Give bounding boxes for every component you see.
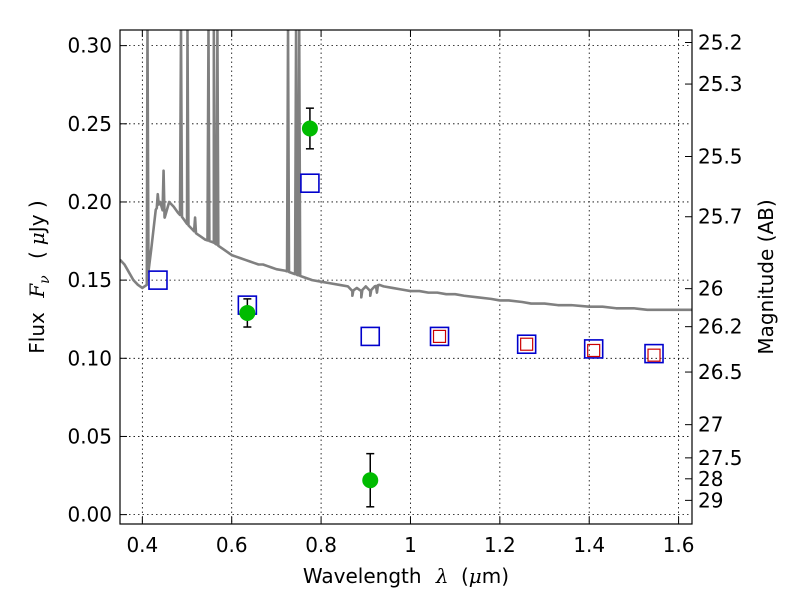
y-tick-label: 0.05 bbox=[67, 424, 112, 448]
magnitude-tick-label: 27.5 bbox=[698, 446, 743, 470]
observed-photometry bbox=[239, 107, 379, 508]
magnitude-tick-label: 25.2 bbox=[698, 31, 743, 55]
magnitude-tick-label: 25.3 bbox=[698, 72, 743, 96]
magnitude-tick-label: 26.5 bbox=[698, 360, 743, 384]
magnitude-tick-label: 26.2 bbox=[698, 315, 743, 339]
model-spectrum bbox=[120, 30, 692, 312]
magnitude-tick-label: 28 bbox=[698, 467, 723, 491]
observed-point bbox=[362, 472, 379, 489]
magnitude-tick-label: 27 bbox=[698, 413, 723, 437]
y-tick-label: 0.25 bbox=[67, 112, 112, 136]
magnitude-tick-label: 25.7 bbox=[698, 205, 743, 229]
y-axis-label: Flux Fν (μJy ) bbox=[25, 200, 54, 353]
x-tick-label: 1.4 bbox=[573, 533, 605, 557]
model-point-blue bbox=[360, 326, 381, 347]
model-photometry bbox=[148, 173, 664, 364]
x-tick-label: 1.2 bbox=[484, 533, 516, 557]
observed-point bbox=[239, 304, 256, 321]
observed-point bbox=[301, 120, 318, 137]
y-tick-label: 0.00 bbox=[67, 503, 112, 527]
model-point-red bbox=[432, 329, 447, 344]
magnitude-tick-label: 29 bbox=[698, 488, 723, 512]
model-point-blue bbox=[644, 343, 664, 364]
x-tick-label: 0.4 bbox=[126, 533, 158, 557]
magnitude-tick-label: 26 bbox=[698, 277, 723, 301]
x-axis-ticks: 0.4 0.6 0.8 1 1.2 1.4 1.6 bbox=[126, 30, 695, 557]
magnitude-axis-label: Magnitude (AB) bbox=[754, 199, 778, 354]
spectrum-line bbox=[120, 30, 692, 312]
grid bbox=[120, 30, 692, 524]
x-tick-label: 0.8 bbox=[305, 533, 337, 557]
magnitude-tick-label: 25.5 bbox=[698, 144, 743, 168]
x-tick-label: 1.6 bbox=[663, 533, 695, 557]
model-point-blue bbox=[583, 339, 604, 359]
y-tick-label: 0.20 bbox=[67, 190, 112, 214]
x-tick-label: 1 bbox=[404, 533, 417, 557]
model-point-blue bbox=[429, 326, 450, 347]
model-point-red bbox=[587, 343, 601, 358]
model-point-red bbox=[647, 348, 661, 362]
y-tick-label: 0.15 bbox=[67, 268, 112, 292]
x-axis-label: Wavelength λ (μm) bbox=[303, 564, 509, 588]
model-point-red bbox=[520, 337, 534, 351]
x-tick-label: 0.6 bbox=[216, 533, 248, 557]
y-axis-ticks: 0.00 0.05 0.10 0.15 0.20 0.25 0.30 bbox=[67, 34, 127, 527]
model-point-blue bbox=[300, 173, 320, 194]
plot-frame bbox=[119, 29, 693, 525]
model-point-blue bbox=[516, 334, 537, 355]
y-tick-label: 0.30 bbox=[67, 34, 112, 58]
model-point-blue bbox=[148, 270, 168, 290]
y-tick-label: 0.10 bbox=[67, 346, 112, 370]
